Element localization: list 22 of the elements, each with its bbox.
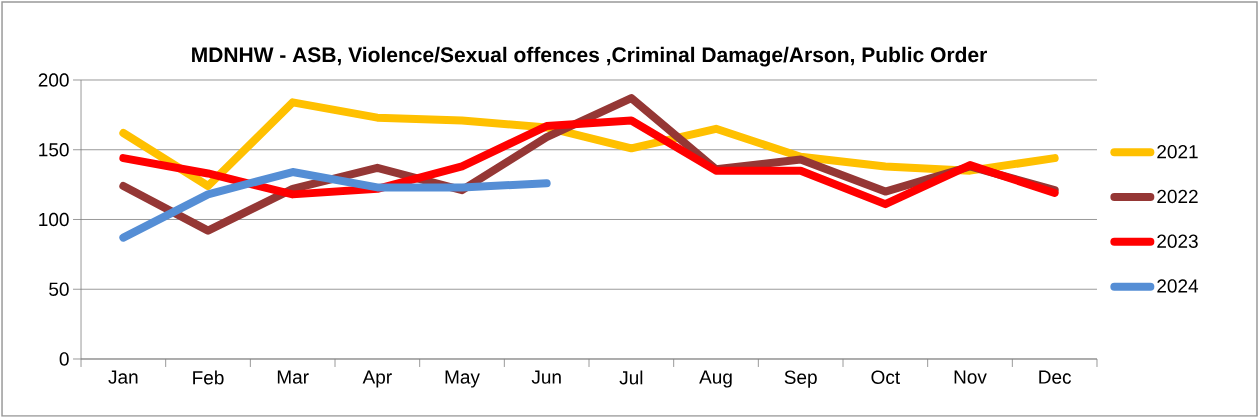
x-tick-label: Jul [619,370,643,385]
x-tick-label: Feb [193,370,224,385]
x-tick-label: Apr [362,370,392,388]
y-tick-label: 0 [59,352,69,366]
x-tick-label: Jan [108,370,138,384]
x-tick-label: Aug [699,370,732,388]
chart-title: MDNHW - ASB, Violence/Sexual offences ,Criminal Damage/Arson, Public Order [192,46,987,67]
y-tick-label: 200 [38,73,69,87]
legend-label: 2022 [1157,189,1198,204]
y-tick-label: 50 [49,282,69,297]
x-tick-label: Mar [277,370,309,384]
x-tick-label: Sep [784,370,817,388]
y-tick-label: 100 [39,212,69,227]
legend-label: 2024 [1157,279,1199,293]
x-tick-label: Jun [531,370,561,384]
x-tick-label: Oct [871,370,900,385]
legend-label: 2023 [1157,234,1198,249]
legend-label: 2021 [1157,145,1198,159]
y-tick-label: 150 [39,143,69,157]
x-tick-label: Nov [954,370,987,384]
x-tick-label: Dec [1039,370,1072,384]
x-tick-label: May [445,370,480,388]
